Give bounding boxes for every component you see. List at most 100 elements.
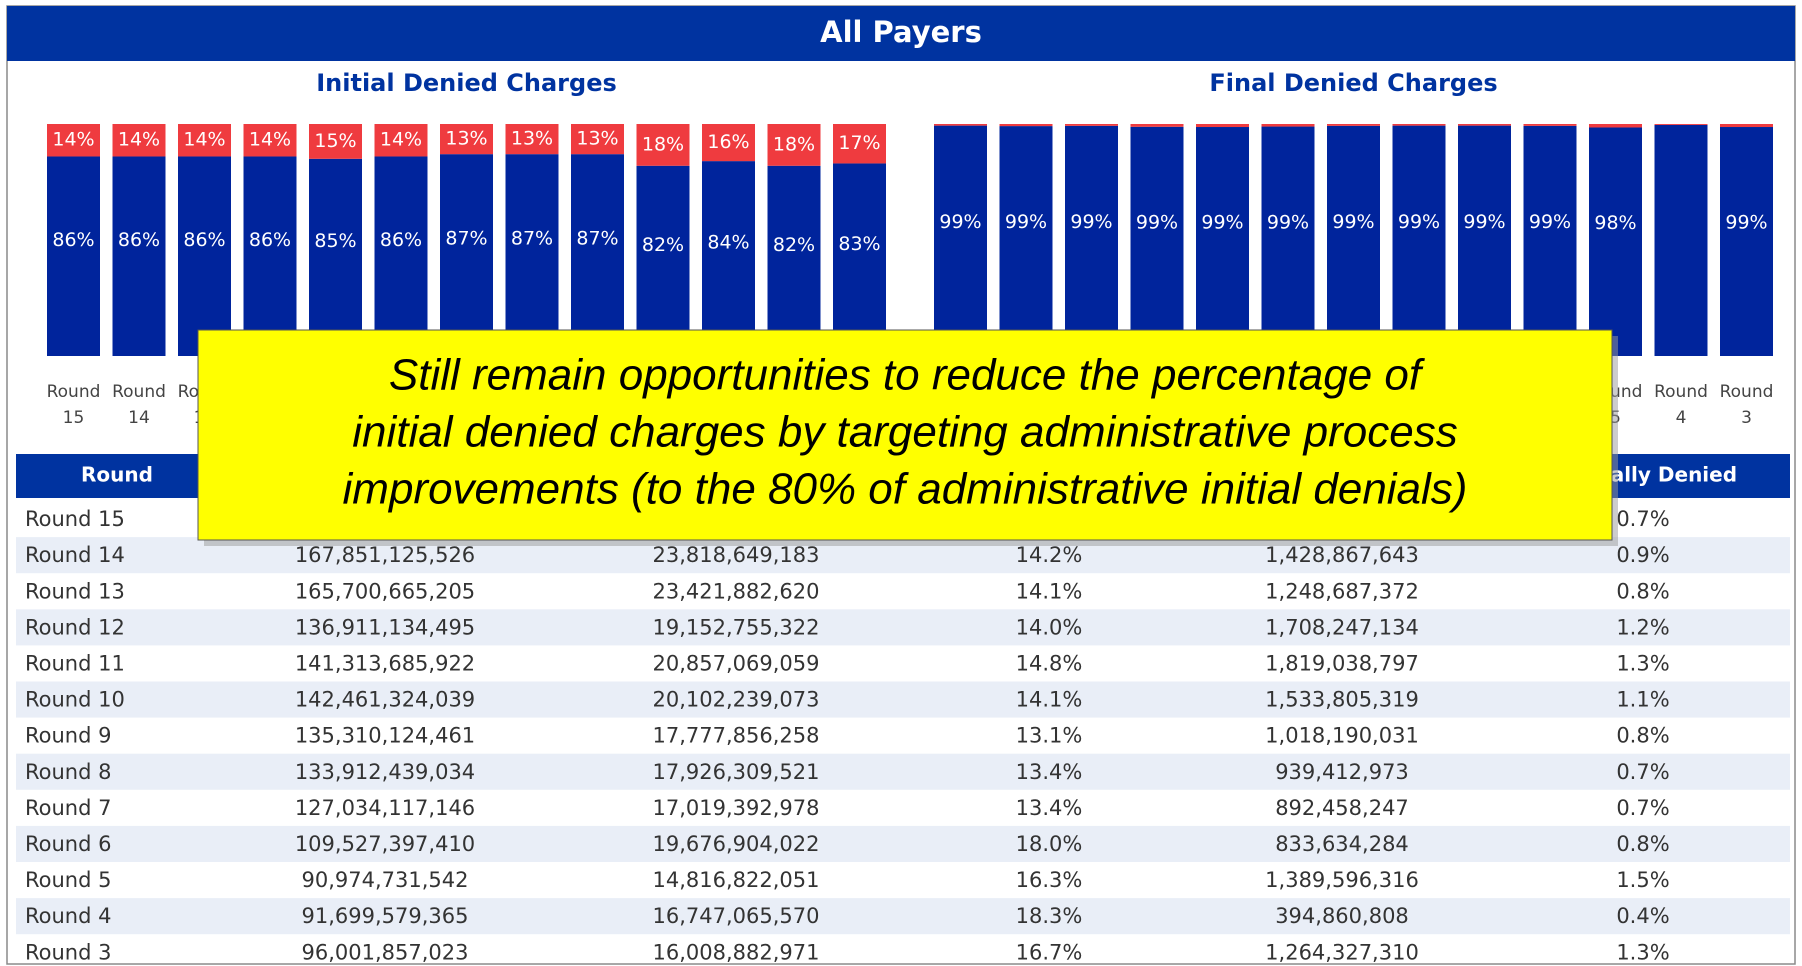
data-label: 83% [838,233,880,255]
table-cell: 96,001,857,023 [302,940,469,964]
data-label: 87% [445,227,487,249]
x-tick-label-line: 3 [1741,408,1752,428]
table-cell: Round 15 [25,507,125,531]
table-cell: 1.3% [1616,940,1669,964]
table-cell: 1.1% [1616,688,1669,712]
x-tick-label-line: Round [1654,382,1708,402]
bar-segment [1130,126,1184,356]
bar-segment [1327,125,1380,356]
bar-segment [1196,124,1249,128]
table-cell: 17,777,856,258 [653,724,820,748]
bar-segment [1065,124,1118,126]
bar-segment [47,124,100,157]
bar-segment [571,124,624,155]
x-tick-label-line: 15 [63,408,85,428]
bar-segment [112,124,166,157]
table-cell: 1,819,038,797 [1265,651,1419,675]
data-label: 87% [576,227,618,249]
bar-segment [934,125,987,357]
table-cell: 0.4% [1616,904,1669,928]
data-label: 14% [118,129,160,151]
table-cell: 14,816,822,051 [653,868,820,892]
table-cell: 1.2% [1616,615,1669,639]
table-cell: Round 4 [25,904,111,928]
x-tick-label-line: Round [1720,382,1774,402]
x-tick-label-line: Round [47,382,101,402]
bar-segment [505,154,559,356]
bar-segment [702,161,755,356]
bar-segment [309,158,362,356]
bar-segment [1720,124,1773,128]
bar-segment [833,163,886,356]
table-cell: 0.7% [1616,507,1669,531]
table-cell: 142,461,324,039 [295,688,475,712]
table-cell: 16.3% [1016,868,1083,892]
bar-segment [833,124,886,164]
data-label: 99% [1070,211,1112,233]
data-label: 86% [118,229,160,251]
table-cell: 1,708,247,134 [1265,615,1419,639]
table-cell: 0.9% [1616,543,1669,567]
data-label: 86% [380,229,422,251]
table-cell: 0.8% [1616,579,1669,603]
row-band [16,825,1790,862]
table-cell: 23,818,649,183 [653,543,820,567]
bar-segment [1458,125,1511,357]
table-cell: 0.7% [1616,760,1669,784]
callout-text: Still remain opportunities to reduce the… [389,351,1426,400]
table-cell: 14.2% [1016,543,1083,567]
data-label: 86% [249,229,291,251]
data-label: 13% [576,128,618,150]
chart-title: Initial Denied Charges [316,69,617,97]
bar-segment [1654,124,1708,125]
data-label: 14% [380,129,422,151]
row-band [16,753,1790,790]
bar-segment [47,156,100,356]
column-header: Round [81,463,153,487]
row-band [16,609,1790,646]
callout-text: initial denied charges by targeting admi… [352,408,1457,457]
data-label: 82% [642,234,684,256]
table-cell: 133,912,439,034 [295,760,475,784]
data-label: 98% [1594,212,1636,234]
table-cell: 394,860,808 [1275,904,1409,928]
bar-segment [1523,124,1577,126]
bar-segment [1327,124,1380,126]
bar-segment [1720,127,1773,357]
data-label: 14% [249,129,291,151]
bar-segment [178,124,231,157]
table-cell: 0.7% [1616,796,1669,820]
data-label: 99% [1529,211,1571,233]
table-cell: 13.4% [1016,796,1083,820]
bar-segment [999,124,1053,127]
bar-segment [309,124,362,159]
data-label: 86% [183,229,225,251]
bar-segment [1458,124,1511,126]
bar-segment [1065,125,1118,356]
table-cell: Round 3 [25,940,111,964]
table-cell: Round 6 [25,832,111,856]
table-cell: 16.7% [1016,940,1083,964]
header-bar [7,6,1795,61]
bar-segment [1589,127,1642,356]
table-cell: 1,389,596,316 [1265,868,1419,892]
data-label: 99% [1463,211,1505,233]
bar-segment [702,124,755,162]
data-label: 14% [52,129,94,151]
table-cell: 1,428,867,643 [1265,543,1419,567]
bar-segment [934,124,987,126]
table-cell: Round 8 [25,760,111,784]
bar-segment [1130,124,1184,127]
table-cell: 90,974,731,542 [302,868,469,892]
data-label: 18% [642,133,684,155]
data-label: 99% [1005,211,1047,233]
table-cell: Round 5 [25,868,111,892]
table-cell: Round 9 [25,724,111,748]
bar-segment [571,154,624,356]
x-tick-label: Round 14 [112,382,166,428]
table-cell: 19,676,904,022 [653,832,820,856]
table-cell: 18.0% [1016,832,1083,856]
table-cell: 1,018,190,031 [1265,724,1419,748]
table-cell: 14.8% [1016,651,1083,675]
bar-segment [112,156,166,356]
